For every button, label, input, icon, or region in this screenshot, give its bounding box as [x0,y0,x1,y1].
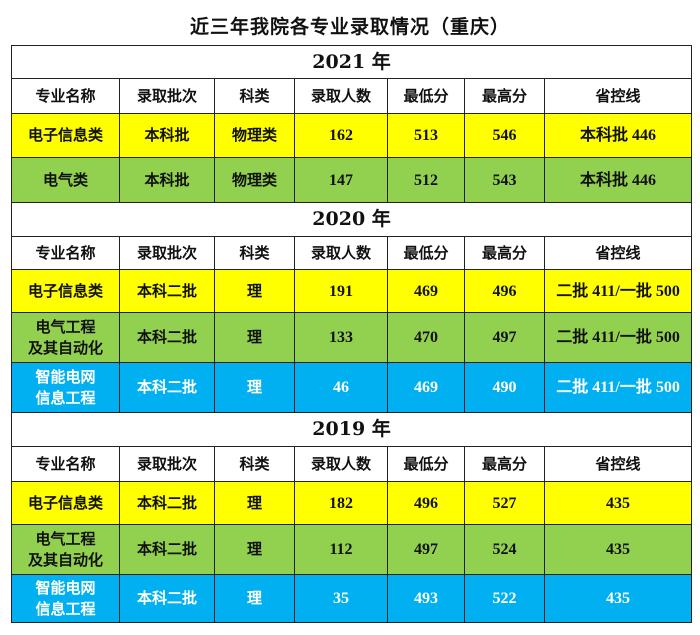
cell-major-name: 电气类 [11,157,120,203]
column-header-provincial-control-line: 省控线 [543,446,693,482]
column-header-provincial-control-line: 省控线 [543,78,693,114]
column-header-admission-batch: 录取批次 [119,236,215,270]
column-header-admitted-count: 录取人数 [294,236,388,270]
cell-admission-batch: 本科二批 [119,481,215,525]
cell-admission-batch: 本科二批 [119,574,215,623]
cell-min-score: 513 [387,113,465,158]
cell-admission-batch: 本科二批 [119,269,215,313]
cell-major-name: 电气工程 及其自动化 [11,524,120,575]
column-header-provincial-control-line: 省控线 [543,236,693,270]
cell-provincial-control-line: 435 [543,524,693,575]
cell-max-score: 490 [464,362,545,413]
cell-provincial-control-line: 二批 411/一批 500 [543,312,693,363]
year-heading: 2020 年 [10,202,693,237]
cell-major-name: 电气工程 及其自动化 [11,312,120,363]
column-header-row: 专业名称 录取批次 科类 录取人数 最低分 最高分 省控线 [11,446,693,482]
cell-provincial-control-line: 435 [543,481,693,525]
column-header-major-name: 专业名称 [11,78,120,114]
cell-min-score: 469 [387,269,465,313]
cell-max-score: 496 [464,269,545,313]
column-header-admitted-count: 录取人数 [294,446,388,482]
column-header-major-name: 专业名称 [11,446,120,482]
cell-provincial-control-line: 本科批 446 [543,157,693,203]
cell-provincial-control-line: 二批 411/一批 500 [543,269,693,313]
cell-subject-category: 物理类 [214,157,295,203]
column-header-row: 专业名称 录取批次 科类 录取人数 最低分 最高分 省控线 [11,78,693,114]
cell-admitted-count: 147 [294,157,388,203]
table-row: 电子信息类 本科二批理 191 469 496 二批 411/一批 500 [11,269,693,313]
cell-provincial-control-line: 二批 411/一批 500 [543,362,693,413]
cell-admitted-count: 46 [294,362,388,413]
column-header-min-score: 最低分 [387,446,465,482]
cell-min-score: 497 [387,524,465,575]
cell-admitted-count: 191 [294,269,388,313]
year-heading: 2019 年 [10,412,693,447]
cell-min-score: 470 [387,312,465,363]
column-header-subject-category: 科类 [214,78,295,114]
column-header-admitted-count: 录取人数 [294,78,388,114]
cell-min-score: 512 [387,157,465,203]
cell-max-score: 524 [464,524,545,575]
year-row: 2019 年 [10,412,693,447]
table-row: 电气工程 及其自动化 本科二批理 133 470 497 二批 411/一批 500 [11,312,693,363]
cell-major-name: 电子信息类 [11,113,120,158]
column-header-max-score: 最高分 [464,236,545,270]
table-row: 电子信息类 本科批 物理类 162 513 546 本科批 446 [11,113,693,158]
cell-subject-category: 理 [214,574,295,623]
column-header-subject-category: 科类 [214,236,295,270]
cell-admission-batch: 本科批 [119,157,215,203]
admission-table: 2021 年专业名称 录取批次 科类 录取人数 最低分 最高分 省控线 电子信息类 本科批 物理类… [10,45,693,623]
page-title: 近三年我院各专业录取情况（重庆） [189,16,510,38]
cell-admitted-count: 35 [294,574,388,623]
cell-admission-batch: 本科二批 [119,362,215,413]
cell-subject-category: 理 [214,481,295,525]
cell-subject-category: 理 [214,362,295,413]
cell-major-name: 智能电网 信息工程 [11,362,120,413]
cell-provincial-control-line: 本科批 446 [543,113,693,158]
cell-subject-category: 理 [214,524,295,575]
column-header-admission-batch: 录取批次 [119,446,215,482]
year-heading: 2021 年 [10,45,693,79]
cell-admitted-count: 182 [294,481,388,525]
column-header-max-score: 最高分 [464,446,545,482]
column-header-row: 专业名称 录取批次 科类 录取人数 最低分 最高分 省控线 [11,236,693,270]
cell-subject-category: 理 [214,312,295,363]
cell-max-score: 522 [464,574,545,623]
cell-max-score: 497 [464,312,545,363]
cell-admission-batch: 本科批 [119,113,215,158]
cell-min-score: 493 [387,574,465,623]
table-row: 智能电网 信息工程 本科二批理 46 469 490 二批 411/一批 500 [11,362,693,413]
table-row: 电气工程 及其自动化 本科二批理 112 497 524 435 [11,524,693,575]
cell-max-score: 527 [464,481,545,525]
cell-admitted-count: 133 [294,312,388,363]
cell-major-name: 智能电网 信息工程 [11,574,120,623]
cell-admitted-count: 162 [294,113,388,158]
cell-major-name: 电子信息类 [11,269,120,313]
cell-min-score: 469 [387,362,465,413]
cell-admission-batch: 本科二批 [119,524,215,575]
column-header-min-score: 最低分 [387,78,465,114]
cell-max-score: 543 [464,157,545,203]
cell-admission-batch: 本科二批 [119,312,215,363]
table-row: 智能电网 信息工程 本科二批理 35 493 522 435 [11,574,693,623]
cell-admitted-count: 112 [294,524,388,575]
column-header-admission-batch: 录取批次 [119,78,215,114]
column-header-subject-category: 科类 [214,446,295,482]
column-header-major-name: 专业名称 [11,236,120,270]
year-row: 2020 年 [10,202,693,237]
cell-provincial-control-line: 435 [543,574,693,623]
year-row: 2021 年 [10,45,693,79]
cell-subject-category: 理 [214,269,295,313]
cell-subject-category: 物理类 [214,113,295,158]
table-row: 电子信息类 本科二批理 182 496 527 435 [11,481,693,525]
cell-min-score: 496 [387,481,465,525]
column-header-min-score: 最低分 [387,236,465,270]
table-row: 电气类 本科批 物理类 147 512 543 本科批 446 [11,157,693,203]
column-header-max-score: 最高分 [464,78,545,114]
cell-major-name: 电子信息类 [11,481,120,525]
cell-max-score: 546 [464,113,545,158]
